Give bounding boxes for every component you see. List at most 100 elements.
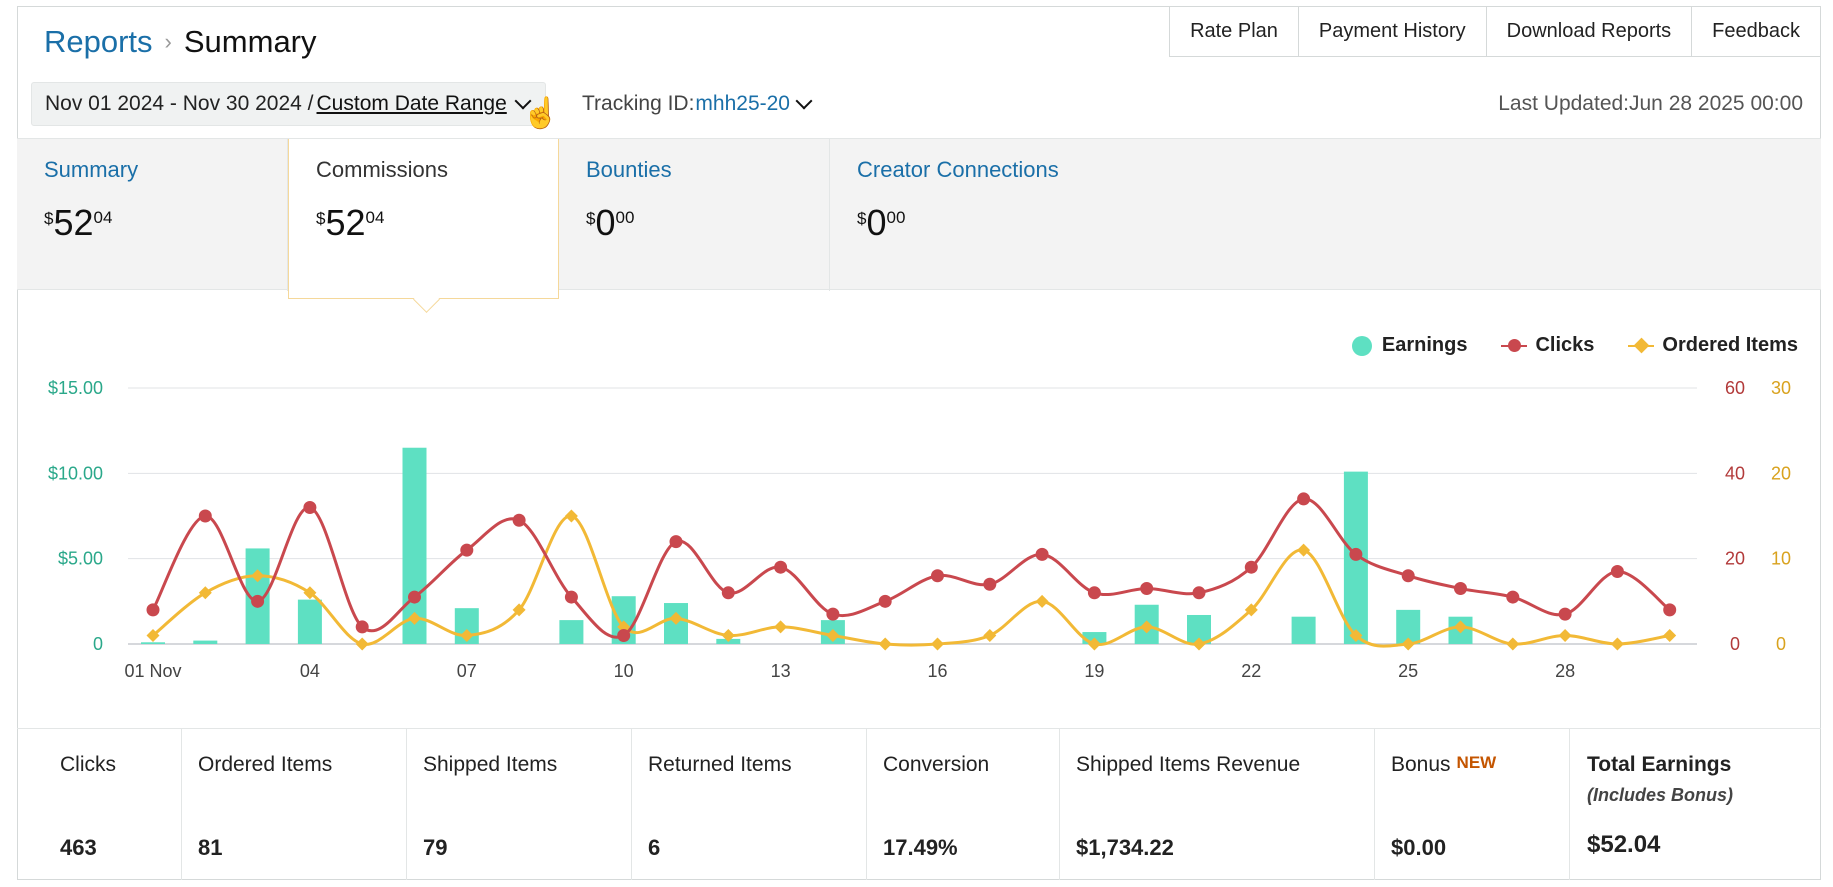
clicks-point	[1610, 564, 1624, 578]
ordered-items-point	[146, 628, 160, 642]
currency-symbol: $	[586, 209, 596, 228]
ordered-items-point	[1349, 628, 1363, 642]
x-tick-label: 19	[1084, 661, 1104, 681]
clicks-point	[1558, 607, 1572, 621]
stat-value: 81	[198, 835, 223, 860]
x-tick-label: 01 Nov	[124, 661, 181, 681]
y-left-tick-label: 0	[93, 634, 103, 654]
ordered-items-point	[774, 620, 788, 634]
custom-date-range-link[interactable]: Custom Date Range	[316, 92, 507, 115]
ordered-items-point	[408, 611, 421, 625]
payment-history-link[interactable]: Payment History	[1297, 6, 1486, 56]
stat-value: 17.49%	[883, 835, 958, 860]
ordered-items-point	[983, 628, 997, 642]
ordered-items-point	[460, 628, 474, 642]
ordered-legend-marker	[1628, 336, 1655, 356]
tab-label: Commissions	[316, 157, 449, 182]
clicks-point	[1454, 582, 1467, 596]
clicks-point	[1192, 586, 1206, 600]
stat-value: 463	[60, 835, 97, 860]
stat-label: Ordered Items	[198, 753, 333, 776]
x-tick-label: 22	[1241, 661, 1261, 681]
stat-value: 6	[648, 835, 661, 860]
x-tick-label: 04	[300, 661, 320, 681]
clicks-point	[408, 590, 421, 604]
legend-label: Ordered Items	[1662, 334, 1798, 356]
date-range-selector[interactable]: Nov 01 2024 - Nov 30 2024 / Custom Date …	[31, 82, 546, 126]
feedback-link[interactable]: Feedback	[1691, 6, 1820, 56]
amount-whole: 0	[866, 202, 887, 243]
y-left-tick-label: $15.00	[48, 378, 103, 398]
clicks-point	[198, 509, 212, 523]
clicks-point	[669, 535, 683, 549]
x-tick-label: 25	[1398, 661, 1418, 681]
clicks-point	[617, 628, 631, 642]
ordered-items-point	[1454, 620, 1467, 634]
top-links: Rate Plan Payment History Download Repor…	[1169, 6, 1821, 57]
currency-symbol: $	[857, 209, 867, 228]
ordered-items-point	[512, 603, 526, 617]
amount-cents: 00	[886, 208, 906, 227]
download-reports-link[interactable]: Download Reports	[1485, 6, 1692, 56]
currency-symbol: $	[316, 209, 326, 228]
clicks-legend-marker	[1501, 336, 1528, 356]
breadcrumb-reports-link[interactable]: Reports	[44, 24, 153, 59]
ordered-items-point	[355, 637, 369, 651]
hand-pointer-cursor-icon: ☝	[522, 97, 560, 130]
clicks-point	[931, 569, 944, 583]
x-tick-label: 10	[614, 661, 634, 681]
new-badge: NEW	[1456, 753, 1497, 772]
tab-amount: $ 52 04	[44, 205, 112, 241]
legend-ordered-items[interactable]: Ordered Items	[1628, 334, 1798, 357]
clicks-point	[1506, 590, 1520, 604]
date-range-value: Nov 01 2024 - Nov 30 2024 /	[45, 92, 314, 115]
earnings-bar	[559, 620, 584, 644]
ordered-items-point	[564, 509, 578, 523]
legend-label: Clicks	[1535, 334, 1595, 356]
stat-clicks: Clicks 463	[17, 729, 182, 880]
stat-label: Bonus NEW	[1391, 753, 1496, 777]
y-right-ordered-tick-label: 0	[1776, 634, 1786, 654]
tab-commissions[interactable]: Commissions $ 52 04	[288, 139, 559, 299]
x-tick-label: 16	[927, 661, 947, 681]
clicks-point	[826, 607, 840, 621]
tab-amount: $ 0 00	[586, 205, 634, 241]
breadcrumb-separator: ›	[164, 29, 172, 54]
stat-value: $52.04	[1587, 831, 1661, 858]
legend-clicks[interactable]: Clicks	[1501, 334, 1594, 357]
x-tick-label: 13	[771, 661, 791, 681]
stat-label: Conversion	[883, 753, 990, 776]
tracking-id-label: Tracking ID:	[582, 92, 695, 115]
clicks-point	[512, 513, 526, 527]
ordered-items-point	[1297, 543, 1311, 557]
stat-label: Shipped Items	[423, 753, 558, 776]
ordered-items-point	[721, 628, 735, 642]
legend-label: Earnings	[1381, 334, 1468, 356]
ordered-items-point	[826, 628, 840, 642]
clicks-point	[460, 543, 474, 557]
amount-whole: 0	[595, 202, 616, 243]
clicks-point	[983, 577, 997, 591]
tracking-id-selector[interactable]: Tracking ID: mhh25-20	[582, 92, 816, 116]
clicks-point	[1663, 603, 1677, 617]
breadcrumb: Reports › Summary	[44, 24, 317, 60]
earnings-bar	[1291, 616, 1316, 644]
includes-bonus-note: (Includes Bonus)	[1587, 785, 1734, 805]
tab-label: Summary	[44, 157, 139, 182]
currency-symbol: $	[44, 209, 54, 228]
y-right-clicks-tick-label: 60	[1725, 378, 1745, 398]
ordered-items-point	[1663, 628, 1677, 642]
last-updated-text: Last Updated:Jun 28 2025 00:00	[1498, 92, 1803, 115]
y-left-tick-label: $5.00	[58, 549, 103, 569]
earnings-bar	[193, 640, 218, 644]
stat-returned-items: Returned Items 6	[632, 729, 867, 880]
stat-label: Returned Items	[648, 753, 792, 776]
legend-earnings[interactable]: Earnings	[1351, 334, 1468, 357]
clicks-point	[1140, 582, 1154, 596]
y-right-clicks-tick-label: 40	[1725, 463, 1745, 483]
amount-cents: 04	[93, 208, 113, 227]
tab-creator-connections[interactable]: Creator Connections $ 0 00	[830, 139, 1430, 291]
tab-bounties[interactable]: Bounties $ 0 00	[559, 139, 830, 291]
rate-plan-link[interactable]: Rate Plan	[1190, 20, 1278, 42]
ordered-items-point	[1506, 637, 1520, 651]
